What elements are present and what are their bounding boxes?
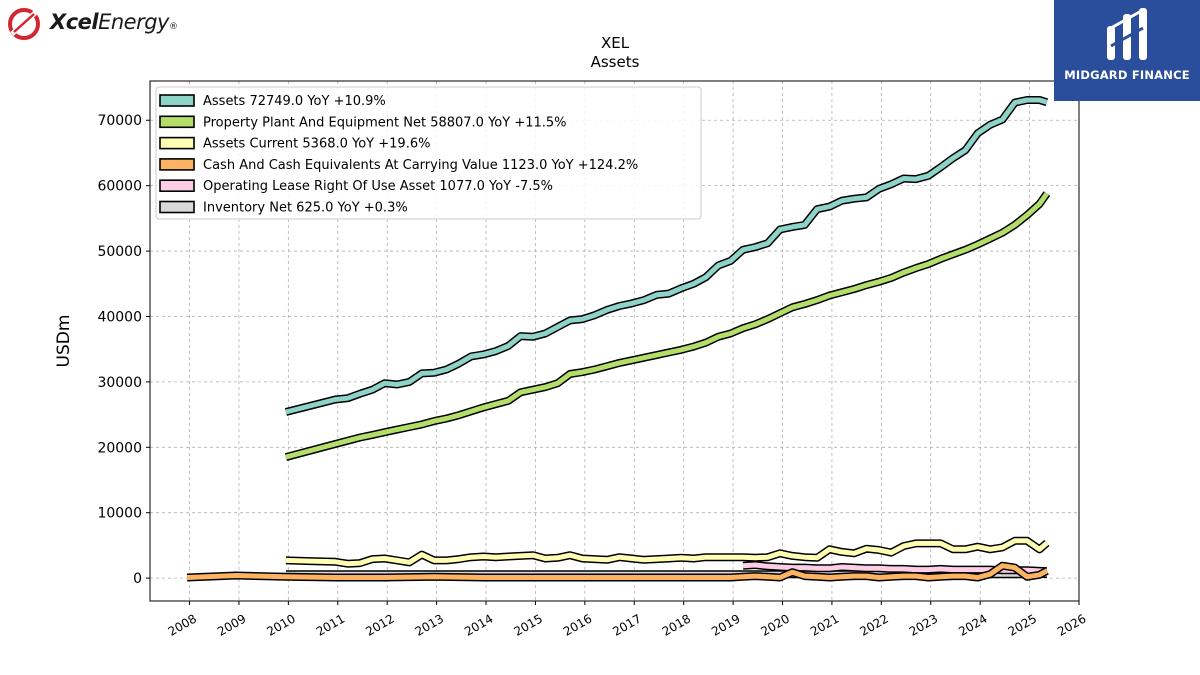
x-tick-label: 2023 bbox=[907, 611, 940, 638]
legend-entry-label: Inventory Net 625.0 YoY +0.3% bbox=[203, 201, 408, 216]
x-tick-label: 2021 bbox=[808, 611, 841, 638]
y-tick-label: 20000 bbox=[97, 440, 142, 456]
x-tick-label: 2011 bbox=[314, 611, 347, 638]
x-tick-label: 2025 bbox=[1006, 611, 1039, 638]
logo-word-energy: Energy bbox=[98, 10, 169, 34]
series-line bbox=[186, 563, 1049, 580]
legend-entry-label: Cash And Cash Equivalents At Carrying Va… bbox=[203, 158, 638, 173]
x-tick-label: 2020 bbox=[759, 611, 792, 638]
xcel-energy-wordmark: XcelEnergy® bbox=[50, 10, 178, 34]
logo-registered-mark: ® bbox=[168, 22, 178, 32]
x-tick-label: 2008 bbox=[166, 611, 199, 638]
legend-entry-label: Assets 72749.0 YoY +10.9% bbox=[203, 94, 386, 109]
y-tick-label: 60000 bbox=[97, 179, 142, 195]
legend-entry-label: Property Plant And Equipment Net 58807.0… bbox=[203, 115, 567, 130]
legend-entry-label: Assets Current 5368.0 YoY +19.6% bbox=[203, 137, 430, 152]
series-line bbox=[285, 97, 1048, 415]
midgard-finance-logo: MIDGARD FINANCE bbox=[1054, 0, 1200, 101]
x-tick-label: 2019 bbox=[709, 611, 742, 638]
x-tick-label: 2012 bbox=[363, 611, 396, 638]
y-tick-label: 30000 bbox=[97, 375, 142, 391]
plot-frame bbox=[149, 80, 1080, 602]
legend-swatch bbox=[159, 115, 195, 129]
y-tick-label: 0 bbox=[133, 571, 142, 587]
legend-swatch bbox=[159, 179, 195, 192]
y-tick-label: 70000 bbox=[97, 113, 142, 129]
y-axis-label: USDm bbox=[54, 315, 74, 368]
midgard-finance-wordmark: MIDGARD FINANCE bbox=[1064, 68, 1190, 82]
legend-swatch bbox=[159, 200, 195, 214]
legend-swatch bbox=[159, 136, 195, 150]
series-line bbox=[285, 192, 1049, 460]
y-tick-label: 10000 bbox=[97, 506, 142, 522]
chart-title: XEL bbox=[601, 34, 630, 52]
x-tick-label: 2017 bbox=[610, 611, 643, 638]
x-tick-label: 2016 bbox=[561, 611, 594, 638]
x-tick-label: 2026 bbox=[1055, 611, 1088, 638]
series-lines bbox=[186, 96, 1051, 582]
y-tick-label: 40000 bbox=[97, 309, 142, 325]
x-tick-label: 2014 bbox=[462, 611, 495, 638]
x-tick-label: 2024 bbox=[956, 611, 989, 638]
x-tick-label: 2015 bbox=[511, 611, 544, 638]
series-outline bbox=[284, 191, 1051, 461]
xcel-swirl-icon bbox=[8, 8, 40, 40]
series-line bbox=[285, 538, 1049, 567]
midgard-emblem-icon bbox=[1107, 8, 1147, 60]
legend-swatch bbox=[159, 158, 195, 171]
x-tick-label: 2009 bbox=[215, 611, 248, 638]
x-tick-label: 2010 bbox=[264, 611, 297, 638]
x-tick-label: 2018 bbox=[660, 611, 693, 638]
legend-entry-label: Operating Lease Right Of Use Asset 1077.… bbox=[203, 179, 553, 194]
xcel-energy-logo: XcelEnergy® bbox=[6, 4, 196, 44]
legend: Assets 72749.0 YoY +10.9% Property Plant … bbox=[155, 86, 702, 220]
legend-swatch bbox=[159, 94, 195, 107]
x-tick-label: 2022 bbox=[857, 611, 890, 638]
chart-subtitle: Assets bbox=[591, 53, 640, 71]
logo-word-xcel: Xcel bbox=[50, 10, 99, 34]
legend-box bbox=[155, 86, 702, 220]
x-tick-label: 2013 bbox=[413, 611, 446, 638]
y-tick-label: 50000 bbox=[97, 244, 142, 260]
